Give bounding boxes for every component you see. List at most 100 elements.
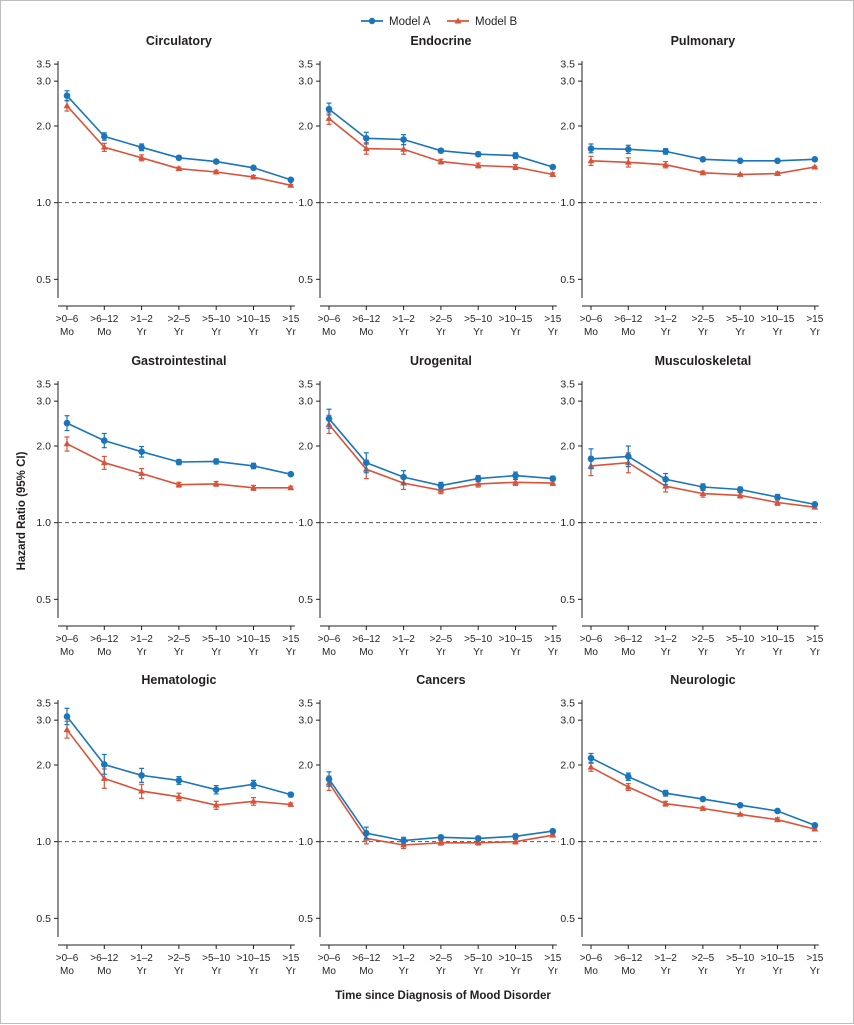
data-point (474, 480, 482, 487)
data-point (437, 839, 445, 846)
x-tick-unit: Yr (174, 327, 185, 338)
y-tick-label: 2.0 (298, 441, 313, 453)
x-tick-label: >1–2 (392, 953, 415, 964)
x-tick-label: >5–10 (726, 953, 755, 964)
x-tick-label: >0–6 (318, 634, 341, 645)
data-point (363, 459, 370, 466)
panel-title: Hematologic (141, 673, 216, 687)
x-tick-unit: Yr (174, 647, 185, 658)
x-tick-unit: Yr (548, 966, 559, 977)
data-point (175, 165, 183, 172)
data-point (625, 773, 632, 780)
x-tick-label: >15 (282, 634, 299, 645)
data-point (400, 473, 407, 481)
y-tick-label: 3.0 (560, 76, 575, 88)
data-point (250, 462, 257, 470)
data-point (63, 92, 71, 100)
panel-hematologic: Hematologic 0.5 1.0 2.0 3.0 3.5 >0–6 Mo >6–12 Mo >… (36, 673, 299, 977)
x-tick-unit: Yr (773, 327, 784, 338)
x-tick-unit: Yr (399, 966, 410, 977)
y-tick-label: 3.5 (298, 379, 313, 391)
y-tick-label: 1.0 (560, 517, 575, 529)
data-point (774, 816, 781, 823)
x-tick-unit: Yr (249, 966, 260, 977)
x-tick-unit: Mo (359, 647, 373, 658)
data-point (287, 800, 295, 807)
y-tick-label: 0.5 (36, 913, 51, 925)
x-tick-label: >1–2 (654, 953, 677, 964)
x-tick-unit: Yr (511, 327, 522, 338)
x-tick-unit: Yr (249, 647, 260, 658)
data-point (474, 839, 482, 846)
y-tick-label: 3.0 (560, 715, 575, 727)
series-model-a (63, 707, 295, 798)
y-tick-label: 2.0 (298, 121, 313, 133)
data-point (549, 827, 557, 835)
data-point (549, 163, 557, 171)
x-tick-unit: Yr (473, 327, 484, 338)
x-tick-label: >10–15 (237, 634, 271, 645)
data-point (811, 821, 819, 829)
x-tick-label: >15 (282, 953, 299, 964)
x-tick-unit: Yr (436, 327, 447, 338)
x-tick-label: >2–5 (692, 634, 715, 645)
series-model-a (63, 90, 295, 184)
data-point (512, 163, 519, 170)
panel-gastrointestinal: Gastrointestinal 0.5 1.0 2.0 3.0 3.5 >0–6 Mo >6–… (36, 354, 299, 658)
y-tick-label: 0.5 (560, 913, 575, 925)
panel-circulatory: Circulatory 0.5 1.0 2.0 3.0 3.5 >0–6 Mo >6–12 Mo >… (36, 34, 299, 338)
x-tick-label: >10–15 (237, 953, 271, 964)
data-point (100, 774, 108, 781)
data-point (212, 158, 220, 165)
x-tick-unit: Yr (211, 966, 222, 977)
y-tick-label: 3.0 (36, 396, 51, 408)
data-point (400, 145, 407, 152)
x-tick-label: >1–2 (392, 634, 415, 645)
data-point (512, 478, 519, 485)
data-point (587, 763, 595, 770)
y-tick-label: 0.5 (560, 594, 575, 606)
x-tick-unit: Yr (661, 966, 672, 977)
x-tick-unit: Yr (773, 647, 784, 658)
x-tick-label: >2–5 (430, 634, 453, 645)
y-tick-label: 1.0 (560, 836, 575, 848)
x-tick-label: >2–5 (430, 953, 453, 964)
data-point (325, 415, 333, 423)
y-tick-label: 3.0 (36, 715, 51, 727)
x-tick-unit: Mo (322, 327, 336, 338)
data-point (587, 455, 595, 463)
panel-title: Cancers (416, 673, 465, 687)
panel-title: Musculoskeletal (655, 354, 752, 368)
y-tick-label: 1.0 (298, 517, 313, 529)
x-tick-label: >6–12 (352, 953, 381, 964)
x-tick-unit: Yr (773, 966, 784, 977)
x-tick-unit: Yr (698, 647, 709, 658)
x-tick-unit: Mo (621, 966, 635, 977)
data-point (287, 181, 295, 188)
data-point (774, 498, 781, 505)
data-point (549, 170, 557, 177)
x-tick-unit: Yr (735, 327, 746, 338)
data-point (400, 837, 407, 844)
data-point (325, 775, 333, 783)
data-point (624, 783, 632, 790)
series-model-b (587, 452, 819, 510)
y-tick-label: 0.5 (36, 274, 51, 286)
data-point (212, 480, 220, 487)
x-tick-label: >5–10 (726, 634, 755, 645)
x-tick-unit: Yr (399, 327, 410, 338)
data-point (587, 157, 595, 164)
series-model-a (587, 752, 819, 829)
data-point (774, 807, 781, 815)
series-model-b (63, 100, 295, 188)
data-point (287, 484, 295, 491)
y-tick-label: 3.0 (36, 76, 51, 88)
data-point (138, 448, 145, 455)
data-point (363, 134, 370, 142)
data-point (699, 804, 707, 811)
series-model-b (587, 155, 819, 177)
x-tick-unit: Yr (137, 966, 148, 977)
x-tick-unit: Mo (60, 647, 74, 658)
y-tick-label: 3.5 (560, 698, 575, 710)
